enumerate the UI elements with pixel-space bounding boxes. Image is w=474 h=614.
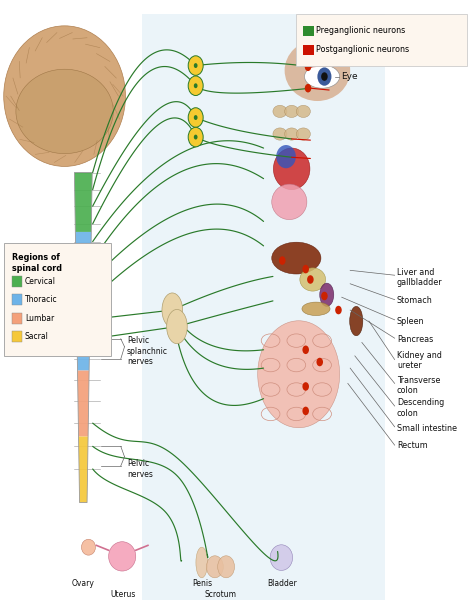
Ellipse shape: [196, 547, 208, 578]
Bar: [303, 45, 314, 55]
Polygon shape: [79, 437, 88, 503]
Ellipse shape: [284, 40, 350, 101]
Bar: [12, 294, 22, 305]
Text: Bladder: Bladder: [267, 579, 297, 588]
Bar: [12, 313, 22, 324]
Ellipse shape: [273, 105, 287, 117]
Circle shape: [305, 84, 311, 93]
Text: Cervical: Cervical: [25, 277, 56, 286]
Text: Spleen: Spleen: [397, 317, 425, 325]
Ellipse shape: [284, 128, 299, 140]
Bar: [303, 26, 314, 36]
Text: Regions of
spinal cord: Regions of spinal cord: [12, 253, 62, 273]
Ellipse shape: [272, 184, 307, 220]
Text: Sacral: Sacral: [25, 332, 49, 341]
Ellipse shape: [162, 293, 182, 327]
Circle shape: [207, 556, 223, 578]
Text: Liver and
gallbladder: Liver and gallbladder: [397, 268, 443, 287]
Circle shape: [188, 107, 203, 127]
Text: Pelvic
nerves: Pelvic nerves: [127, 459, 153, 479]
Ellipse shape: [273, 128, 287, 140]
Circle shape: [335, 306, 342, 314]
Ellipse shape: [16, 69, 113, 154]
Circle shape: [188, 127, 203, 147]
Text: Penis: Penis: [192, 579, 213, 588]
Ellipse shape: [350, 306, 363, 336]
Circle shape: [302, 382, 309, 391]
Text: Small intestine: Small intestine: [397, 424, 457, 432]
Ellipse shape: [304, 65, 340, 88]
Ellipse shape: [284, 105, 299, 117]
Text: Stomach: Stomach: [397, 297, 433, 305]
Ellipse shape: [300, 268, 326, 291]
Text: Transverse
colon: Transverse colon: [397, 376, 440, 395]
Bar: [142, 14, 385, 600]
Circle shape: [321, 292, 328, 300]
Ellipse shape: [302, 302, 330, 316]
Text: Pelvic
splanchnic
nerves: Pelvic splanchnic nerves: [127, 336, 168, 366]
Circle shape: [194, 134, 198, 139]
Text: Kidney and
ureter: Kidney and ureter: [397, 351, 442, 370]
Circle shape: [188, 56, 203, 76]
Text: Pancreas: Pancreas: [397, 335, 433, 344]
Bar: [12, 331, 22, 342]
Ellipse shape: [258, 321, 340, 428]
Circle shape: [218, 556, 235, 578]
Ellipse shape: [272, 242, 321, 274]
Text: Scrotum: Scrotum: [204, 590, 237, 599]
Circle shape: [305, 63, 311, 71]
Ellipse shape: [296, 105, 310, 117]
Text: Uterus: Uterus: [110, 590, 136, 599]
Circle shape: [302, 346, 309, 354]
Circle shape: [279, 256, 285, 265]
Polygon shape: [74, 173, 92, 232]
Circle shape: [194, 115, 198, 120]
Circle shape: [321, 72, 328, 81]
Text: Thoracic: Thoracic: [25, 295, 57, 304]
Ellipse shape: [273, 148, 310, 190]
Text: Ovary: Ovary: [72, 579, 95, 588]
Circle shape: [302, 265, 309, 273]
Ellipse shape: [167, 309, 187, 344]
Ellipse shape: [270, 545, 292, 570]
Polygon shape: [78, 371, 89, 437]
Circle shape: [317, 358, 323, 367]
Ellipse shape: [320, 283, 334, 306]
Text: Preganglionic neurons: Preganglionic neurons: [317, 26, 406, 34]
Circle shape: [188, 76, 203, 96]
Circle shape: [318, 68, 331, 86]
Text: Lumbar: Lumbar: [25, 314, 54, 322]
Ellipse shape: [82, 539, 95, 555]
Ellipse shape: [276, 145, 296, 168]
Circle shape: [307, 275, 314, 284]
FancyBboxPatch shape: [4, 243, 111, 356]
Ellipse shape: [4, 26, 126, 166]
Text: Eye: Eye: [341, 72, 357, 81]
Bar: [12, 276, 22, 287]
Text: Descending
colon: Descending colon: [397, 398, 444, 418]
Circle shape: [194, 84, 198, 88]
Text: Rectum: Rectum: [397, 441, 428, 450]
Circle shape: [194, 63, 198, 68]
Circle shape: [302, 406, 309, 415]
Text: Postganglionic neurons: Postganglionic neurons: [317, 45, 410, 54]
Ellipse shape: [296, 128, 310, 140]
Polygon shape: [75, 232, 91, 371]
FancyBboxPatch shape: [296, 14, 467, 66]
Ellipse shape: [109, 542, 136, 571]
